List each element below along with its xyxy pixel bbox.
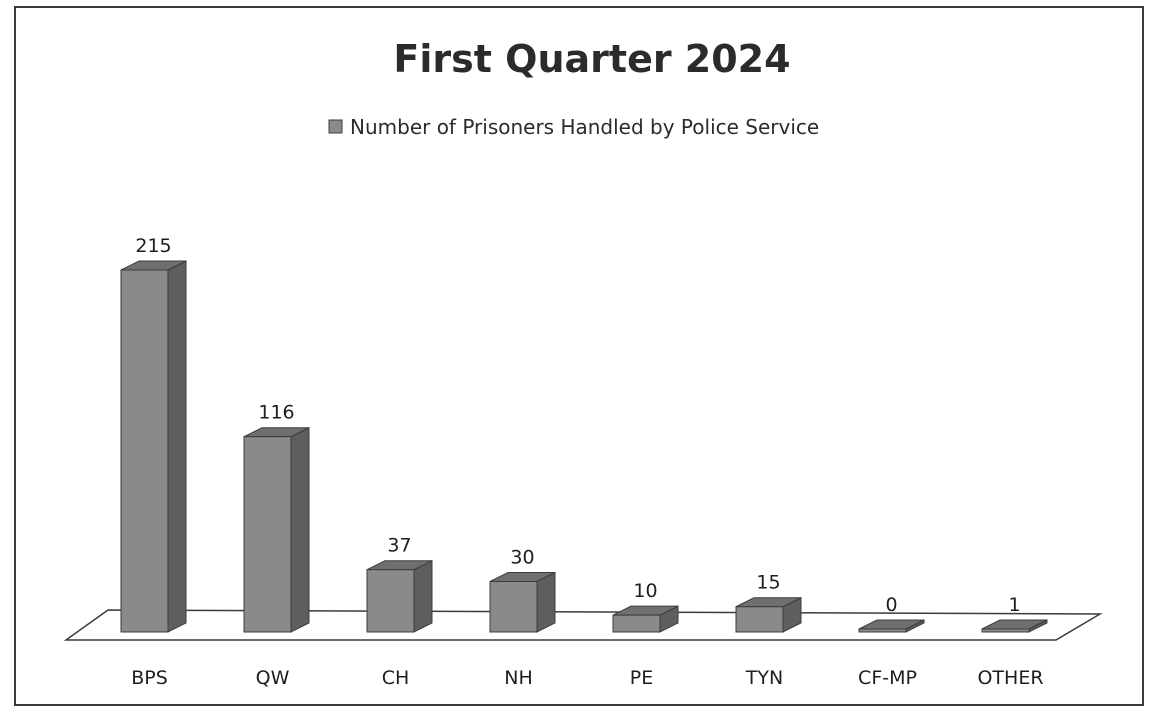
bar-side <box>290 426 310 633</box>
category-label-other: OTHER <box>977 667 1043 689</box>
category-label-qw: QW <box>256 667 290 689</box>
bar-front <box>366 569 415 633</box>
bar-front <box>981 628 1030 633</box>
legend-entry: Number of Prisoners Handled by Police Se… <box>350 115 819 139</box>
chart-floor <box>63 609 1103 641</box>
value-label-tyn: 15 <box>756 572 780 594</box>
bar-cf-mp <box>858 619 925 633</box>
bar-bps <box>120 260 187 633</box>
bar-front <box>489 580 538 633</box>
chart-title: First Quarter 2024 <box>393 37 790 81</box>
bar-side <box>167 260 187 633</box>
value-label-nh: 30 <box>510 546 534 568</box>
bar-front <box>858 628 907 633</box>
category-label-nh: NH <box>504 667 533 689</box>
bar-front <box>120 269 169 633</box>
bar-side <box>413 559 433 633</box>
bar-tyn <box>735 596 802 633</box>
bar-front <box>735 606 784 633</box>
value-label-cf-mp: 0 <box>885 594 897 616</box>
category-label-bps: BPS <box>131 667 168 689</box>
value-labels-group: 215 116 37 30 10 15 0 1 <box>135 235 1020 616</box>
value-label-other: 1 <box>1008 594 1020 616</box>
category-label-cf-mp: CF-MP <box>858 667 917 689</box>
category-label-ch: CH <box>382 667 410 689</box>
value-label-qw: 116 <box>258 402 294 424</box>
legend: Number of Prisoners Handled by Police Se… <box>328 115 819 139</box>
bar-qw <box>243 426 310 633</box>
category-labels-group: BPS QW CH NH PE TYN CF-MP OTHER <box>131 667 1043 689</box>
chart-frame <box>14 6 1144 706</box>
bar-nh <box>489 571 556 633</box>
category-label-tyn: TYN <box>745 667 783 689</box>
category-label-pe: PE <box>630 667 653 689</box>
bar-side <box>536 571 556 633</box>
value-label-ch: 37 <box>387 535 411 557</box>
bar-other <box>981 619 1048 633</box>
bars-group <box>120 260 1048 633</box>
legend-swatch <box>328 119 343 134</box>
bar-front <box>243 436 292 633</box>
bar-pe <box>612 605 679 633</box>
bar-front <box>612 614 661 633</box>
value-label-bps: 215 <box>135 235 171 257</box>
bar-ch <box>366 559 433 633</box>
value-label-pe: 10 <box>633 580 657 602</box>
